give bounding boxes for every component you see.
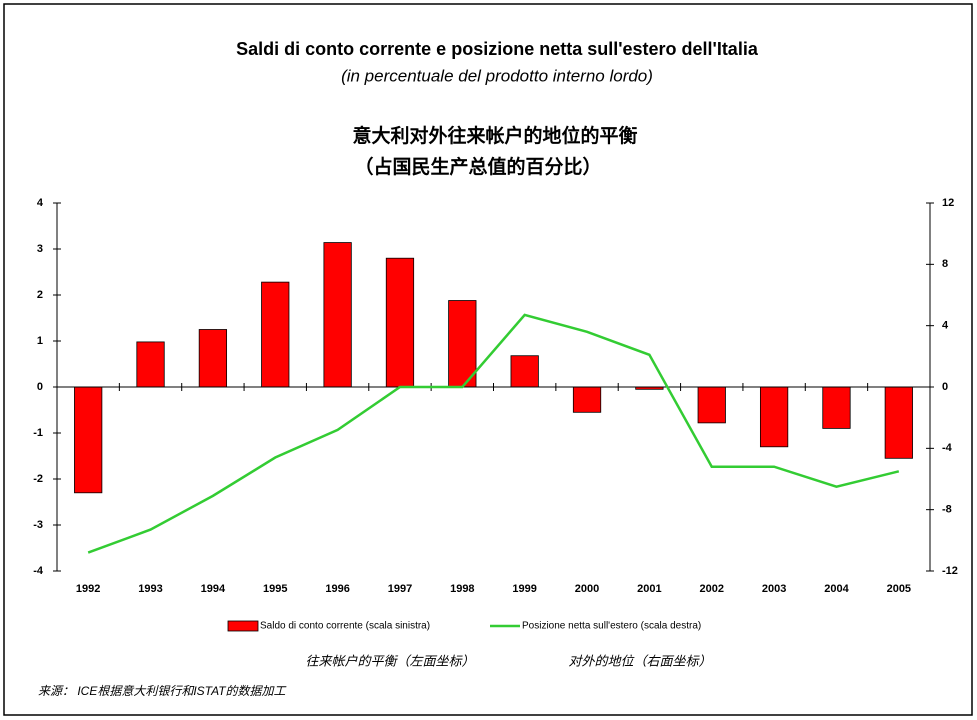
chart-title: Saldi di conto corrente e posizione nett…: [236, 39, 759, 59]
y2-tick-label: 4: [942, 320, 949, 332]
x-tick-label: 1993: [138, 583, 162, 595]
x-tick-label: 1994: [201, 583, 226, 595]
bar: [510, 355, 539, 388]
x-tick-label: 1998: [450, 583, 474, 595]
bar: [198, 329, 228, 388]
y-tick-label: 4: [37, 197, 44, 209]
legend-swatch: [227, 620, 259, 632]
y2-tick-label: 8: [942, 258, 948, 270]
y2-tick-label: 0: [942, 381, 948, 393]
bar: [323, 242, 352, 388]
x-tick-label: 2004: [824, 583, 849, 595]
x-tick-label: 1999: [512, 583, 536, 595]
bar: [136, 341, 165, 388]
x-tick-label: 1992: [76, 583, 100, 595]
y-tick-label: 1: [37, 335, 43, 347]
y-tick-label: -1: [33, 427, 43, 439]
bar: [572, 386, 602, 413]
y2-tick-label: -8: [942, 504, 952, 516]
bar: [697, 386, 726, 424]
bar: [822, 386, 851, 429]
y-tick-label: -4: [33, 565, 44, 577]
bar: [74, 386, 103, 494]
x-tick-label: 2005: [887, 583, 911, 595]
x-tick-label: 1997: [388, 583, 412, 595]
x-tick-label: 2001: [637, 583, 661, 595]
frame: [3, 3, 973, 716]
y-tick-label: -3: [33, 519, 43, 531]
source-note: 来源： ICE根据意大利银行和ISTAT的数据加工: [38, 684, 287, 698]
x-tick-label: 2000: [575, 583, 599, 595]
y-tick-label: -2: [33, 473, 43, 485]
x-tick-label: 2002: [700, 583, 724, 595]
bar: [385, 257, 415, 388]
chart-subtitle: (in percentuale del prodotto interno lor…: [341, 66, 653, 85]
bar: [448, 300, 477, 388]
bar: [884, 386, 913, 459]
bar: [261, 281, 290, 388]
bar: [759, 386, 789, 448]
y-tick-label: 3: [37, 243, 43, 255]
chart-title-cn: 意大利对外往来帐户的地位的平衡: [352, 124, 637, 147]
y2-tick-label: -12: [942, 565, 958, 577]
chart-subtitle-cn: （占国民生产总值的百分比）: [354, 155, 601, 178]
legend-label: Posizione netta sull'estero (scala destr…: [522, 621, 701, 632]
line: [87, 313, 900, 554]
x-tick-label: 2003: [762, 583, 786, 595]
x-tick-label: 1996: [325, 583, 349, 595]
legend-cn: 往来帐户的平衡（左面坐标）: [305, 654, 474, 670]
y2-tick-label: -4: [942, 442, 953, 454]
legend-label: Saldo di conto corrente (scala sinistra): [260, 621, 430, 632]
x-tick-label: 1995: [263, 583, 287, 595]
y2-tick-label: 12: [942, 197, 954, 209]
y-tick-label: 2: [37, 289, 43, 301]
legend-cn: 对外的地位（右面坐标）: [568, 654, 711, 670]
y-tick-label: 0: [37, 381, 43, 393]
